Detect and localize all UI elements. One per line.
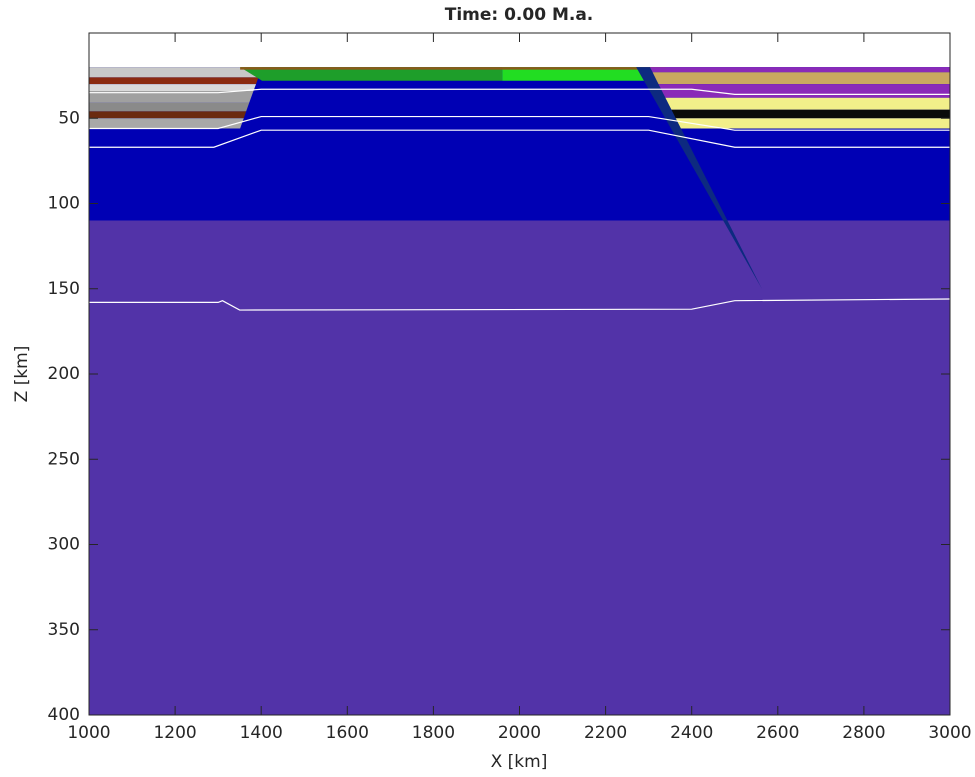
plot-area [89,67,951,716]
region [502,67,649,81]
y-tick-label: 200 [48,364,80,384]
y-tick-label: 50 [58,108,80,128]
x-tick-label: 2000 [498,723,541,743]
x-tick-label: 1000 [67,723,110,743]
x-tick-label: 1400 [240,723,283,743]
region [240,67,503,81]
region [671,109,950,119]
x-tick-label: 3000 [928,723,971,743]
region [89,118,244,129]
y-tick-label: 400 [48,705,80,725]
y-tick-label: 350 [48,620,80,640]
chart-title: Time: 0.00 M.a. [445,5,594,25]
region [89,220,950,716]
region [89,111,247,119]
x-axis-label: X [km] [491,752,548,772]
y-tick-label: 100 [48,194,80,214]
x-tick-label: 1200 [153,723,196,743]
region [636,67,762,289]
isotherm-line [89,88,950,95]
region [89,84,257,91]
region [89,102,250,112]
x-tick-label: 2200 [584,723,627,743]
region [89,77,259,85]
region [652,72,950,85]
region [665,97,950,110]
region [240,67,666,70]
x-tick-label: 2600 [756,723,799,743]
region [674,118,950,129]
y-tick-label: 150 [48,279,80,299]
y-axis-label: Z [km] [12,346,32,403]
region [89,67,263,78]
x-tick-label: 1800 [412,723,455,743]
region [89,90,254,103]
x-tick-label: 2400 [670,723,713,743]
isotherm-line [89,115,950,131]
x-tick-label: 1600 [326,723,369,743]
y-tick-label: 300 [48,535,80,555]
x-tick-label: 2800 [842,723,885,743]
y-tick-label: 250 [48,449,80,469]
region [649,67,950,73]
isotherm-line [89,298,951,311]
isotherm-line [89,129,950,148]
